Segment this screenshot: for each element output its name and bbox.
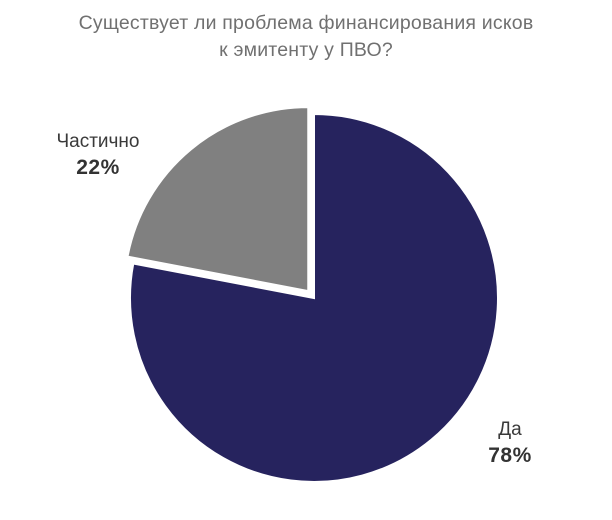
slice-value-da: 78% bbox=[488, 444, 532, 467]
slice-value-chastichno: 22% bbox=[76, 156, 120, 179]
slice-name-chastichno: Частично bbox=[56, 131, 140, 152]
pie-slice-1 bbox=[126, 106, 310, 293]
chart-title-line-2: к эмитенту у ПВО? bbox=[219, 39, 393, 61]
chart-title-line-1: Существует ли проблема финансирования ис… bbox=[78, 12, 534, 34]
chart-title: Существует ли проблема финансирования ис… bbox=[0, 10, 612, 64]
slice-label-chastichno: Частично 22% bbox=[38, 130, 158, 182]
pie-slice-0 bbox=[129, 112, 499, 483]
slice-label-da: Да 78% bbox=[470, 418, 550, 470]
slice-name-da: Да bbox=[498, 419, 522, 440]
